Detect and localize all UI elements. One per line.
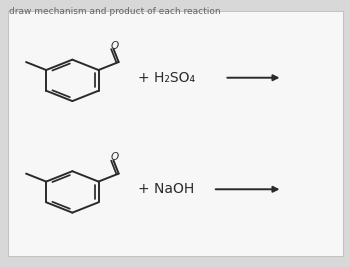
Text: O: O <box>111 41 119 50</box>
Text: draw mechanism and product of each reaction: draw mechanism and product of each react… <box>9 7 221 16</box>
Text: + H₂SO₄: + H₂SO₄ <box>138 71 195 85</box>
Text: O: O <box>111 152 119 162</box>
Text: + NaOH: + NaOH <box>138 182 195 196</box>
FancyBboxPatch shape <box>8 11 343 256</box>
